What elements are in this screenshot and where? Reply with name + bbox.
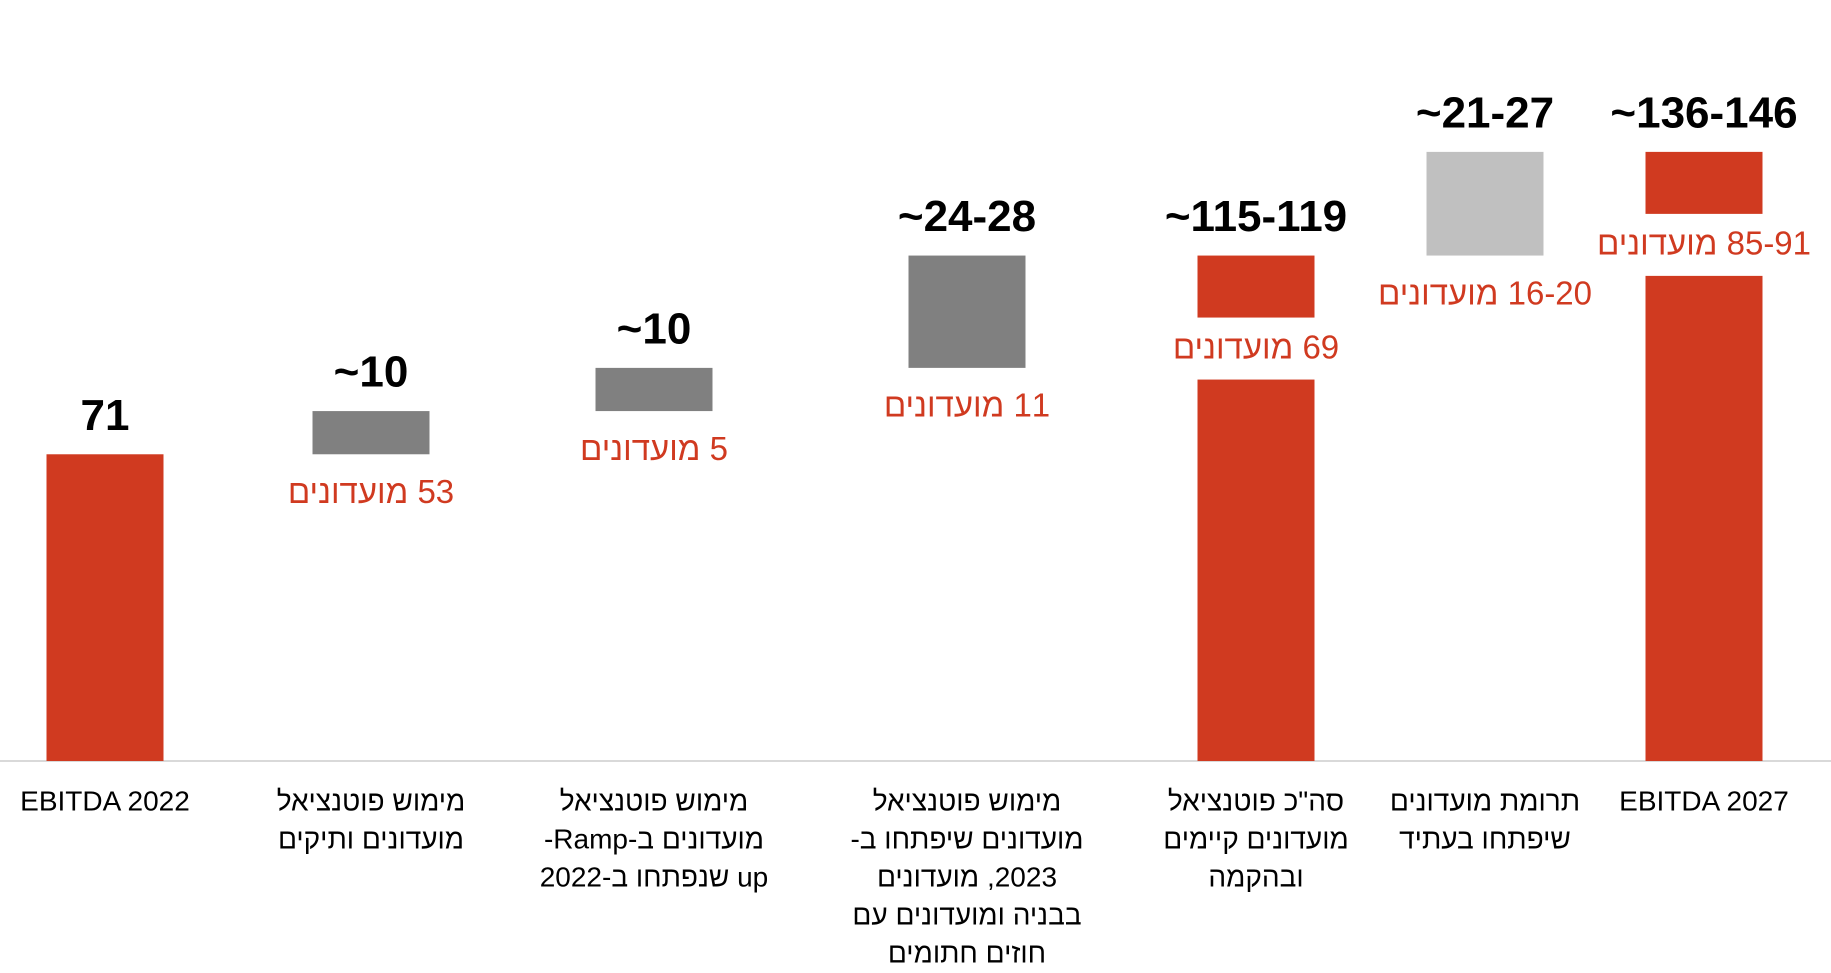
bar <box>908 255 1026 368</box>
value-label: ~21-27 <box>1416 89 1554 138</box>
x-tick-label: שיפתחו בעתיד <box>1399 823 1571 854</box>
note-label: 69 מועדונים <box>1173 328 1339 365</box>
value-label: ~115-119 <box>1165 192 1347 241</box>
note-label: 5 מועדונים <box>580 430 728 467</box>
value-label: ~10 <box>334 348 409 397</box>
label-gap <box>1644 213 1764 276</box>
x-tick-label: up שנפתחו ב-2022 <box>540 861 769 892</box>
note-label: 53 מועדונים <box>288 473 454 510</box>
x-tick-label: מועדונים ב-Ramp- <box>544 823 764 854</box>
x-tick-label: EBITDA 2027 <box>1619 785 1789 816</box>
x-tick-label: ובהקמה <box>1208 861 1303 892</box>
bar <box>46 454 164 761</box>
x-tick-label: סה"כ פוטנציאל <box>1168 785 1344 816</box>
x-tick-label: מועדונים קיימים <box>1163 823 1348 854</box>
x-tick-label: מועדונים שיפתחו ב- <box>850 823 1083 854</box>
bar <box>595 367 713 412</box>
x-tick-label: בבניה ומועדונים עם <box>852 899 1081 930</box>
x-tick-label: מועדונים ותיקים <box>278 823 464 854</box>
x-tick-label: EBITDA 2022 <box>20 785 190 816</box>
value-label: ~10 <box>617 305 692 354</box>
bar <box>312 411 430 455</box>
x-tick-label: מימוש פוטנציאל <box>560 785 749 816</box>
value-label: ~24-28 <box>898 192 1036 241</box>
note-label: 11 מועדונים <box>884 387 1050 424</box>
value-label: 71 <box>81 391 130 440</box>
x-tick-label: 2023, מועדונים <box>877 861 1057 892</box>
note-label: 16-20 מועדונים <box>1378 274 1592 311</box>
bar <box>1426 151 1544 256</box>
x-tick-label: מימוש פוטנציאל <box>873 785 1062 816</box>
label-gap <box>1196 317 1316 380</box>
value-label: ~136-146 <box>1610 89 1797 138</box>
x-tick-label: מימוש פוטנציאל <box>277 785 466 816</box>
x-tick-label: חוזים חתומים <box>888 937 1046 968</box>
x-tick-label: תרומת מועדונים <box>1390 785 1580 816</box>
note-label: 85-91 מועדונים <box>1597 225 1811 262</box>
